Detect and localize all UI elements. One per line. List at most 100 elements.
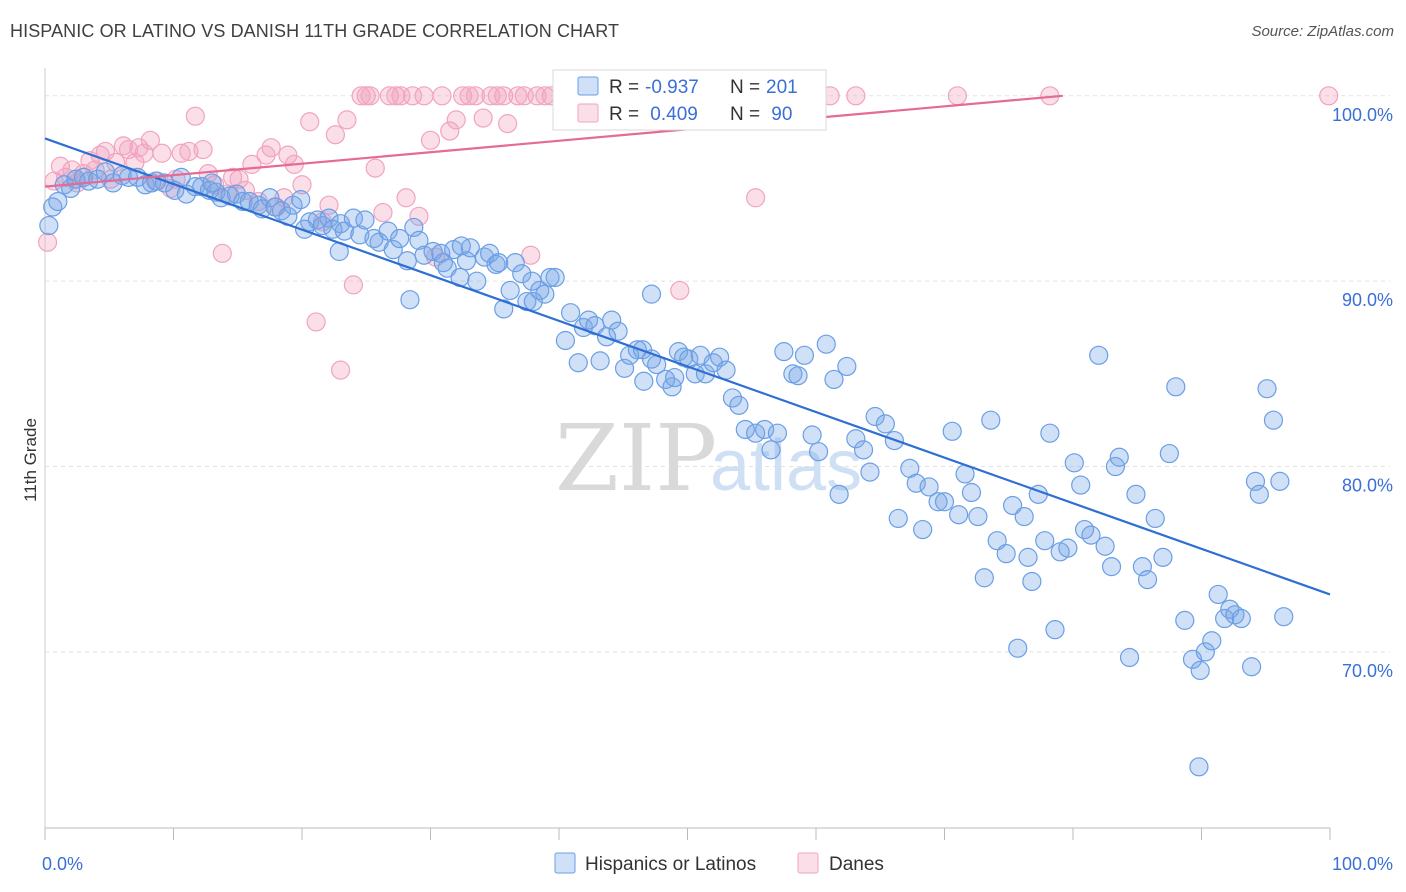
hispanic-point-1 [43,197,63,217]
hispanic-point-187 [1270,471,1290,491]
hispanic-point-191 [451,236,471,256]
danes-point-86 [846,86,866,106]
hispanic-point-145 [1008,638,1028,658]
hispanic-point-32 [260,188,280,208]
danes-point-67 [446,110,466,130]
danes-point-37 [261,138,281,158]
danes-point-71 [473,108,493,128]
danes-point-47 [325,125,346,145]
hispanic-point-91 [634,371,654,391]
hispanic-point-118 [816,334,836,354]
x-tick-label-1: 100.0% [1332,854,1393,874]
hispanic-point-195 [202,173,222,193]
legend-r-value-danes: 0.409 [645,104,698,125]
hispanic-point-119 [824,369,844,390]
hispanic-point-47 [355,210,375,230]
hispanic-point-133 [928,492,948,512]
danes-point-49 [337,110,357,130]
hispanic-point-194 [523,291,543,312]
grid-lines [45,95,1390,653]
hispanic-point-140 [974,568,994,588]
hispanic-point-126 [875,414,895,434]
series-legend-swatch-danes [797,852,819,874]
danes-point-25 [185,106,205,126]
chart-title: HISPANIC OR LATINO VS DANISH 11TH GRADE … [10,21,620,41]
y-tick-label-0: 70.0% [1342,661,1393,681]
hispanic-point-182 [1242,657,1262,677]
hispanic-point-120 [829,484,849,504]
correlation-legend: R = -0.937 N = 201 R = 0.409 N = 90 [552,69,827,131]
hispanic-point-86 [602,310,622,330]
danes-point-18 [140,130,160,150]
series-legend-swatch-hispanic [554,852,576,874]
danes-point-44 [306,312,326,332]
danes-point-75 [498,114,518,134]
hispanic-point-150 [1035,531,1055,551]
danes-point-2 [50,156,71,176]
hispanic-point-178 [1215,608,1235,629]
legend-r-value-hispanic: -0.937 [645,77,699,98]
y-tick-labels: 70.0% 80.0% 90.0% 100.0% [1332,105,1393,681]
hispanic-point-132 [919,477,939,497]
series-legend-label-hispanic: Hispanics or Latinos [585,854,756,875]
danes-point-0 [37,232,58,252]
y-tick-label-1: 80.0% [1342,476,1393,496]
danes-point-29 [212,243,232,263]
danes-point-43 [300,112,320,132]
danes-point-85 [670,280,690,301]
hispanic-point-143 [996,544,1016,564]
hispanic-point-117 [808,442,829,462]
danes-point-57 [386,86,406,106]
danes-point-13 [113,136,133,156]
hispanic-point-152 [1045,620,1065,640]
danes-point-66 [440,121,460,141]
hispanic-point-161 [1101,557,1122,577]
hispanic-point-107 [735,419,755,440]
hispanic-point-41 [319,208,339,228]
danes-point-69 [459,86,479,106]
danes-point-60 [402,86,423,106]
watermark: ZIP atlas [555,405,862,512]
hispanic-point-125 [865,406,885,427]
y-tick-label-3: 100.0% [1332,105,1393,125]
hispanic-point-52 [390,228,410,249]
hispanic-point-156 [1071,475,1091,495]
danes-point-23 [171,143,191,163]
hispanic-point-69 [500,280,520,301]
hispanic-point-199 [489,253,509,273]
hispanic-point-176 [1202,631,1222,651]
hispanic-point-192 [400,290,420,310]
hispanic-point-189 [1189,757,1209,777]
hispanic-point-84 [590,351,610,371]
danes-point-54 [365,158,385,178]
hispanic-point-123 [853,440,874,460]
danes-point-79 [527,86,547,106]
hispanic-point-174 [1190,660,1210,681]
danes-point-62 [414,86,434,106]
danes-point-20 [152,143,172,163]
danes-point-84 [746,188,766,208]
y-axis-label: 11th Grade [21,418,40,502]
hispanic-point-172 [1175,610,1195,630]
legend-r-label-hispanic: R = [609,77,639,98]
danes-trend-line [44,94,1063,188]
hispanic-point-131 [913,519,933,540]
hispanic-point-164 [1119,647,1140,668]
source-credit: Source: ZipAtlas.com [1251,23,1394,40]
hispanic-point-111 [767,423,788,443]
hispanic-point-135 [942,421,962,441]
hispanic-point-147 [1018,547,1038,567]
hispanic-point-80 [568,353,588,373]
hispanic-point-50 [378,221,398,241]
hispanic-point-64 [467,271,487,291]
y-tick-label-2: 90.0% [1342,290,1393,310]
hispanic-point-148 [1022,571,1042,592]
hispanic-point-74 [530,280,550,301]
hispanic-point-71 [512,264,532,284]
hispanic-point-78 [555,330,576,351]
hispanic-point-186 [1263,410,1284,430]
hispanic-point-185 [1257,379,1277,399]
legend-n-label-hispanic: N = [730,77,760,98]
hispanic-point-200 [294,219,315,239]
